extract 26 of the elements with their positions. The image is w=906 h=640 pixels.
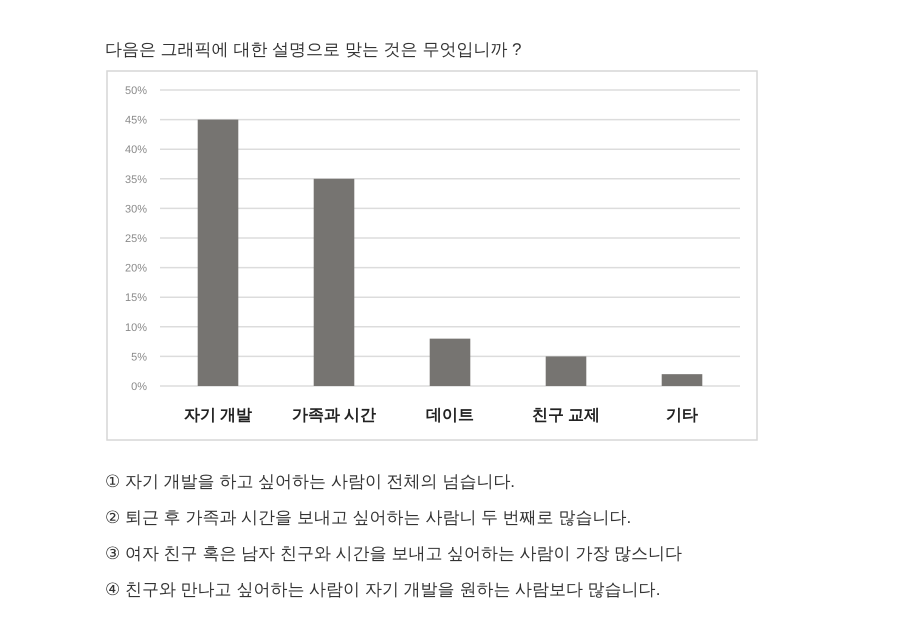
y-tick-label: 35% [124, 174, 148, 186]
bar [314, 178, 354, 386]
text: ③ 여자 친구 혹은 남자 친구와 시간을 보내고 싶어하는 사람이 가장 많스니다 [105, 544, 682, 563]
y-tick-label: 5% [131, 351, 148, 364]
x-tick-label: 자기 개발 [184, 407, 252, 424]
bar [198, 120, 238, 386]
text: ① 자기 개발을 하고 싶어하는 사람이 전체의 넘습니다. [105, 472, 516, 491]
x-tick-label: 기타 [666, 407, 698, 424]
y-tick-label: 20% [124, 262, 148, 275]
y-tick-label: 50% [124, 85, 148, 97]
bar [662, 374, 702, 386]
y-tick-label: 0% [131, 381, 148, 393]
y-tick-label: 25% [124, 233, 148, 245]
bar [430, 338, 470, 386]
chart-title: 다음은 그래픽에 대한 설명으로 맞는 것은 무엇입니까 ? [105, 40, 522, 59]
x-tick-label: 친구 교제 [532, 407, 600, 424]
bar [546, 356, 586, 386]
y-tick-label: 45% [124, 114, 148, 127]
x-tick-label: 가족과 시간 [292, 407, 376, 424]
y-tick-label: 10% [124, 322, 148, 334]
x-tick-label: 데이트 [426, 407, 474, 424]
y-tick-label: 40% [124, 144, 148, 156]
y-tick-label: 15% [124, 292, 148, 304]
text: ② 퇴근 후 가족과 시간을 보내고 싶어하는 사람니 두 번째로 많습니다. [105, 508, 632, 527]
y-tick-label: 30% [124, 203, 148, 216]
text: ④ 친구와 만나고 싶어하는 사람이 자기 개발을 원하는 사람보다 많습니다. [105, 580, 660, 599]
